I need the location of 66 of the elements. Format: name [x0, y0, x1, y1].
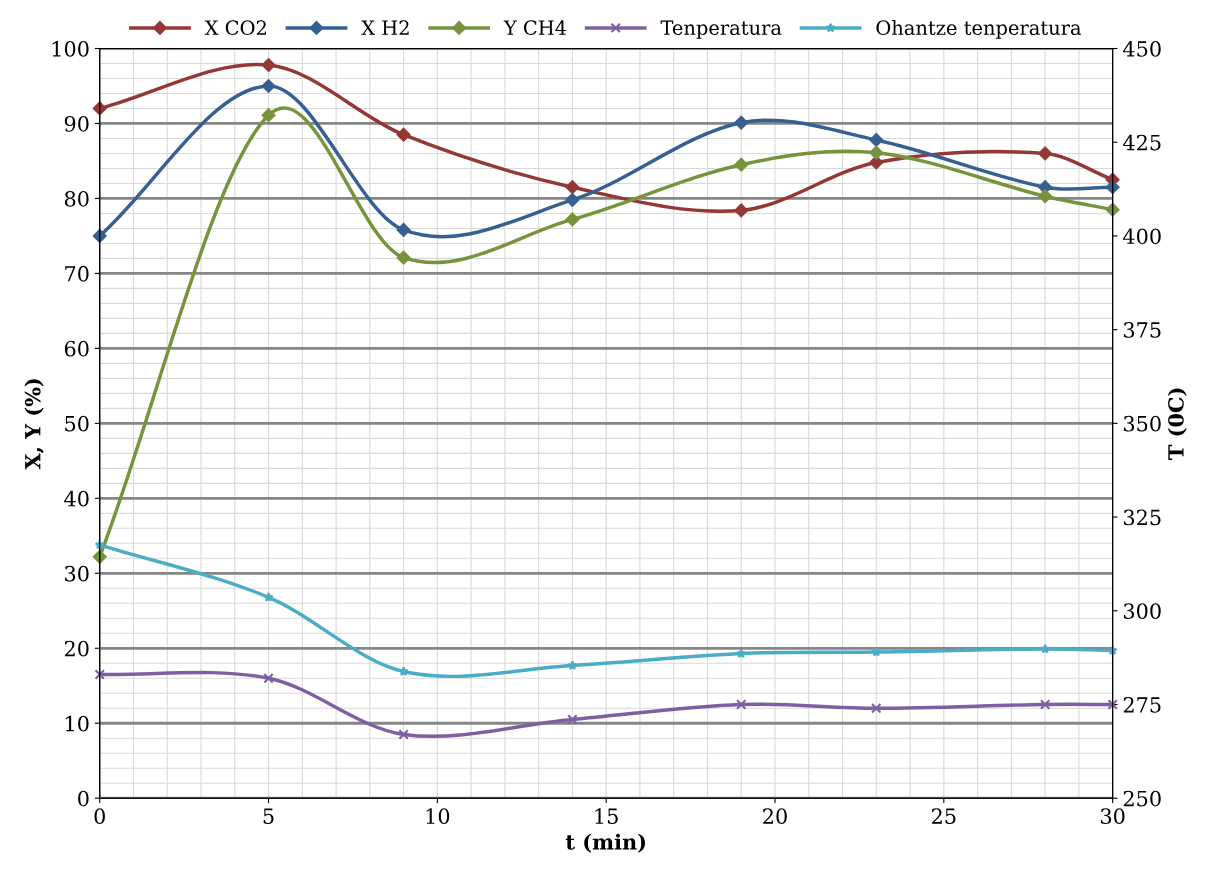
point: [567, 714, 578, 725]
y-tick-label: 10: [66, 715, 89, 732]
y2-tick-label: 400: [1123, 228, 1161, 245]
point: [736, 699, 747, 710]
y2-tick-label: 425: [1123, 134, 1161, 151]
legend-label: X CO2: [204, 20, 266, 36]
point: [869, 155, 884, 170]
legend-label: X H2: [361, 20, 409, 35]
x-tick-label: 30: [1100, 808, 1125, 825]
point: [1039, 699, 1051, 710]
legend-label: Y CH4: [503, 20, 567, 36]
y2-tick-label: 375: [1123, 322, 1161, 338]
point: [869, 145, 884, 160]
y-tick-label: 90: [64, 115, 89, 132]
y-axis-title: X, Y (%): [24, 379, 44, 470]
x-axis-title: t (min): [565, 833, 646, 853]
point: [734, 203, 749, 218]
y2-tick-label: 250: [1123, 790, 1161, 807]
point: [869, 133, 884, 147]
y-tick-label: 60: [64, 340, 89, 357]
point: [261, 58, 276, 72]
y2-tick-label: 450: [1123, 40, 1161, 57]
y2-tick-label: 300: [1123, 603, 1161, 619]
point: [565, 180, 580, 195]
y2-axis-title: T (0C): [1167, 388, 1187, 460]
point: [1105, 202, 1120, 217]
y-tick-label: 100: [52, 40, 89, 57]
y-tick-label: 70: [65, 265, 89, 282]
point: [263, 673, 274, 684]
point: [1107, 699, 1118, 710]
legend-label: Ohantze tenperatura: [876, 19, 1082, 39]
y-tick-label: 80: [64, 190, 89, 207]
y2-tick-label: 350: [1123, 415, 1161, 432]
point: [734, 115, 749, 130]
point: [871, 703, 882, 714]
point: [565, 212, 580, 227]
point: [567, 660, 578, 670]
point: [94, 669, 105, 680]
point: [261, 108, 276, 123]
point: [263, 592, 274, 602]
point: [565, 193, 580, 207]
point: [261, 79, 276, 93]
y-tick-label: 50: [65, 415, 89, 432]
x-tick-label: 25: [931, 808, 956, 825]
point: [736, 648, 747, 658]
point: [871, 646, 882, 657]
point: [1038, 189, 1053, 204]
y2-tick-label: 275: [1123, 696, 1161, 713]
point: [734, 157, 749, 172]
point: [396, 223, 411, 237]
y-tick-label: 40: [64, 490, 89, 507]
legend-label: Tenperatura: [660, 20, 782, 39]
x-tick-label: 10: [426, 808, 450, 825]
x-tick-label: 5: [263, 808, 274, 825]
point: [396, 250, 411, 265]
x-tick-label: 15: [595, 808, 618, 825]
y-tick-label: 20: [64, 640, 89, 657]
y2-tick-label: 325: [1123, 509, 1161, 526]
y-tick-label: 30: [65, 565, 89, 582]
point: [92, 101, 107, 116]
x-tick-label: 0: [94, 808, 105, 825]
point: [1038, 146, 1053, 161]
x-tick-label: 20: [763, 808, 787, 825]
y-tick-label: 0: [78, 790, 89, 807]
point: [396, 127, 411, 142]
point: [398, 729, 409, 740]
